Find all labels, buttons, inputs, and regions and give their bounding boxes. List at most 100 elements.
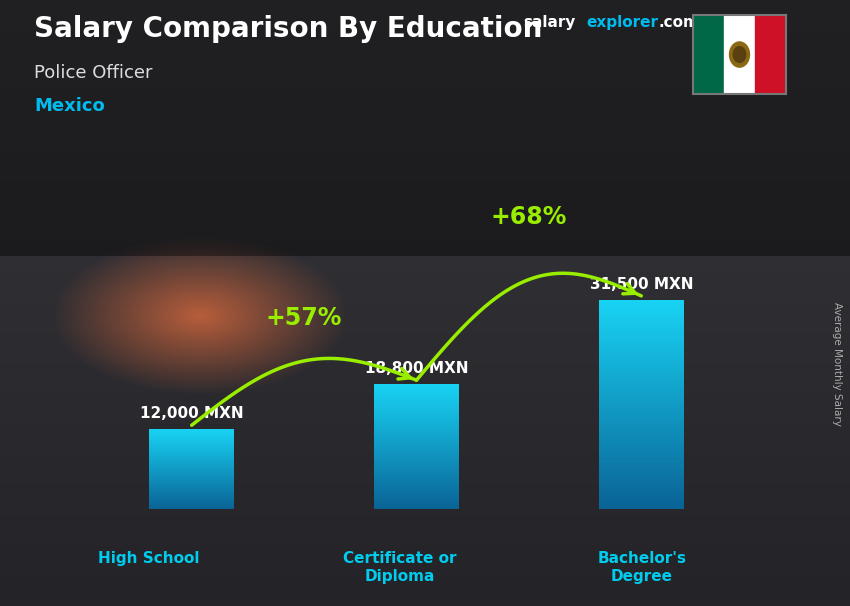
Bar [598, 480, 684, 483]
Bar [598, 370, 684, 373]
Bar [374, 404, 459, 406]
Bar [598, 381, 684, 384]
Bar [374, 428, 459, 430]
Bar [598, 299, 684, 302]
Bar [598, 412, 684, 415]
Bar [149, 439, 235, 441]
Bar [149, 466, 235, 467]
Bar [598, 441, 684, 444]
Bar [149, 469, 235, 470]
Bar [598, 396, 684, 399]
Bar [598, 331, 684, 334]
Bar [149, 436, 235, 438]
Bar [598, 462, 684, 465]
Text: 18,800 MXN: 18,800 MXN [365, 361, 468, 376]
Bar [598, 373, 684, 376]
Bar [149, 433, 235, 435]
Bar [598, 394, 684, 397]
Bar [374, 391, 459, 394]
Bar [149, 481, 235, 482]
Bar [149, 486, 235, 487]
Bar [598, 410, 684, 413]
Bar [598, 470, 684, 473]
Bar [149, 460, 235, 461]
Bar [598, 386, 684, 389]
Bar [598, 456, 684, 459]
Bar [149, 479, 235, 480]
Bar [374, 437, 459, 439]
Text: .com: .com [659, 15, 700, 30]
Text: High School: High School [98, 551, 200, 567]
Bar [598, 436, 684, 439]
Bar [598, 474, 684, 478]
Bar [374, 461, 459, 462]
Bar [149, 472, 235, 473]
Bar [374, 471, 459, 473]
Bar [598, 501, 684, 504]
Bar [149, 453, 235, 454]
Text: Certificate or
Diploma: Certificate or Diploma [343, 551, 456, 584]
Circle shape [729, 42, 750, 67]
Bar [149, 474, 235, 475]
Bar [374, 494, 459, 496]
Bar [693, 15, 724, 94]
Bar [374, 487, 459, 489]
Bar [374, 470, 459, 471]
Bar [374, 420, 459, 422]
Bar [149, 444, 235, 445]
Bar [149, 497, 235, 498]
Bar [374, 426, 459, 428]
Bar [374, 442, 459, 444]
Bar [598, 328, 684, 331]
Bar [374, 450, 459, 451]
Bar [374, 415, 459, 417]
Bar [598, 336, 684, 339]
Bar [374, 501, 459, 503]
Bar [149, 487, 235, 488]
Bar [374, 406, 459, 408]
Text: Salary Comparison By Education: Salary Comparison By Education [34, 15, 542, 43]
Bar [374, 440, 459, 442]
Bar [149, 488, 235, 490]
Bar [149, 456, 235, 458]
Bar [374, 498, 459, 500]
Bar [374, 393, 459, 395]
Bar [598, 388, 684, 391]
Bar [598, 315, 684, 318]
Bar [374, 465, 459, 467]
Bar [149, 450, 235, 451]
Bar [149, 458, 235, 459]
Bar [598, 472, 684, 475]
Bar [598, 307, 684, 310]
Bar [598, 448, 684, 451]
Bar [374, 453, 459, 454]
Bar [149, 465, 235, 466]
Bar [374, 401, 459, 403]
Text: Bachelor's
Degree: Bachelor's Degree [598, 551, 686, 584]
Bar [755, 15, 786, 94]
Bar [598, 454, 684, 457]
Bar [598, 355, 684, 358]
Bar [598, 318, 684, 321]
Bar [598, 482, 684, 485]
Bar [374, 421, 459, 424]
Bar [149, 440, 235, 441]
Bar [149, 438, 235, 439]
Bar [598, 310, 684, 313]
Bar [149, 464, 235, 465]
Text: Police Officer: Police Officer [34, 64, 152, 82]
Bar [598, 430, 684, 433]
Bar [374, 423, 459, 425]
Bar [374, 478, 459, 479]
Bar [149, 493, 235, 494]
Text: 31,500 MXN: 31,500 MXN [590, 277, 693, 291]
Bar [149, 471, 235, 472]
Bar [149, 507, 235, 508]
Bar [374, 432, 459, 435]
Bar [149, 451, 235, 452]
Bar [149, 452, 235, 453]
Bar [598, 323, 684, 326]
Bar [598, 399, 684, 402]
Bar [374, 507, 459, 509]
Bar [374, 459, 459, 461]
